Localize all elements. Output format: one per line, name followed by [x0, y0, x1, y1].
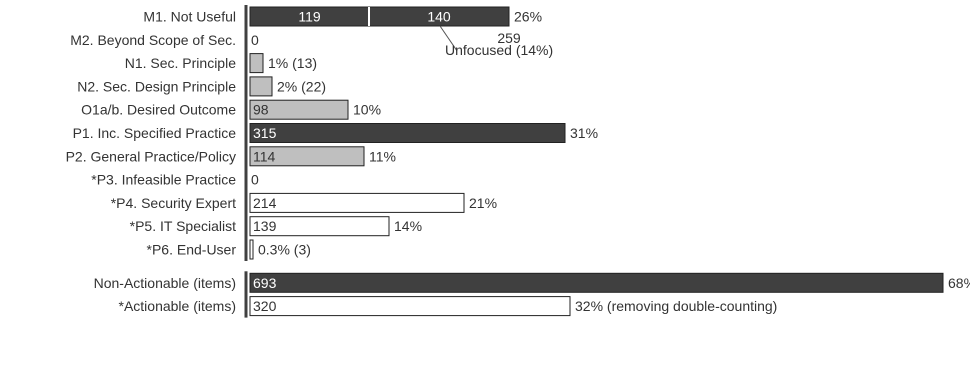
- segment-value-label: 119: [298, 9, 321, 25]
- bar-value-label: 139: [253, 218, 277, 234]
- bar-p2-general-practice-policy: [249, 146, 365, 167]
- bar-n2-sec-design-principle: [249, 76, 273, 97]
- bar-value-label: 98: [253, 102, 269, 118]
- annotation-leader-line: [439, 25, 458, 52]
- bar-percent-label: 0.3% (3): [258, 242, 311, 258]
- category-label: N2. Sec. Design Principle: [77, 78, 236, 94]
- bar-percent-label: 11%: [369, 148, 396, 164]
- bar-percent-label: 32% (removing double-counting): [575, 298, 777, 314]
- bar-percent-label: 26%: [514, 9, 542, 25]
- bar-percent-label: 0: [251, 172, 259, 188]
- bar-non-actionable-items: [249, 272, 944, 293]
- category-label: M2. Beyond Scope of Sec.: [70, 32, 236, 48]
- bar-actionable-items: [249, 296, 571, 317]
- category-label: N1. Sec. Principle: [125, 55, 236, 71]
- bar-percent-label: 2% (22): [277, 78, 326, 94]
- category-label: P2. General Practice/Policy: [66, 148, 236, 164]
- bar-percent-label: 0: [251, 32, 259, 48]
- bar-percent-label: 68% (removing double-counting): [948, 275, 970, 291]
- category-label: *P6. End-User: [147, 242, 237, 258]
- bar-n1-sec-principle: [249, 53, 264, 74]
- category-label: *P5. IT Specialist: [130, 218, 236, 234]
- bar-percent-label: 10%: [353, 102, 381, 118]
- bar-percent-label: 21%: [469, 195, 497, 211]
- category-label: *P4. Security Expert: [111, 195, 236, 211]
- bar-percent-label: 14%: [394, 218, 422, 234]
- segment-value-label: 140: [427, 9, 451, 25]
- category-label: *Actionable (items): [119, 298, 237, 314]
- bar-value-label: 214: [253, 195, 277, 211]
- category-label: M1. Not Useful: [143, 9, 236, 25]
- bar-percent-label: 31%: [570, 125, 598, 141]
- category-label: *P3. Infeasible Practice: [91, 172, 236, 188]
- bar-value-label: 315: [253, 125, 277, 141]
- bar-value-label: 114: [253, 148, 276, 164]
- category-label: O1a/b. Desired Outcome: [81, 102, 236, 118]
- bar-percent-label: 1% (13): [268, 55, 317, 71]
- annotation-label: Unfocused (14%): [445, 42, 553, 58]
- bar-p1-inc-specified-practice: [249, 123, 566, 143]
- bar-value-label: 693: [253, 275, 277, 291]
- bar-value-label: 320: [253, 298, 277, 314]
- total-value-label: 259: [497, 30, 521, 46]
- bar-p5-it-specialist: [249, 216, 390, 237]
- category-label: P1. Inc. Specified Practice: [73, 125, 237, 141]
- category-label: Non-Actionable (items): [94, 275, 236, 291]
- bar-o1a-b-desired-outcome: [249, 99, 349, 120]
- bar-p6-end-user: [249, 239, 254, 260]
- bar-p4-security-expert: [249, 192, 465, 213]
